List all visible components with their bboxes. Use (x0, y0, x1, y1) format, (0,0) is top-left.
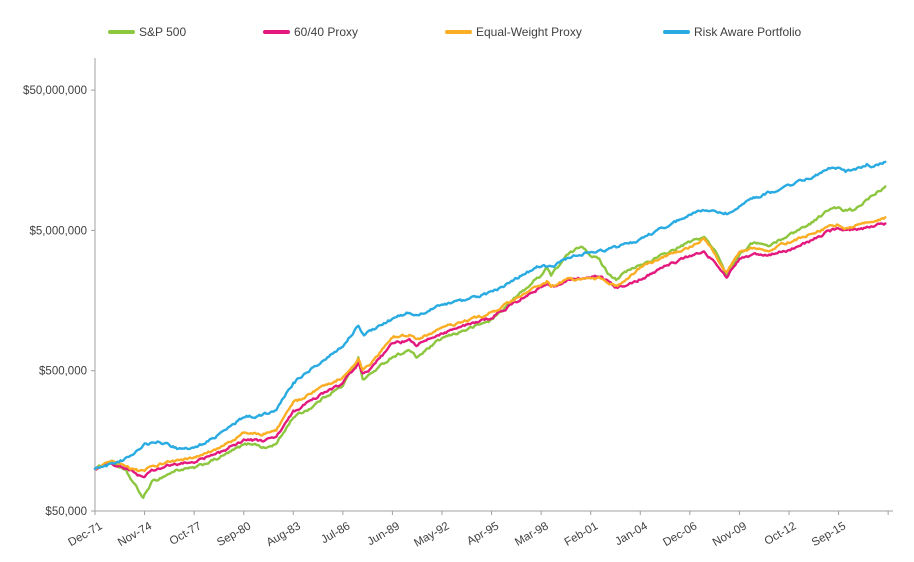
y-tick-label: $5,000,000 (29, 225, 87, 237)
legend-item-sp500: S&P 500 (108, 24, 186, 40)
legend-label-sp500: S&P 500 (139, 25, 187, 39)
series-line-equal-weight-proxy (93, 216, 887, 473)
x-tick-label: Sep-80 (215, 520, 253, 549)
y-tick-label: $500,000 (39, 366, 87, 378)
equal-wt-line-swatch (445, 30, 472, 34)
x-tick-label: Apr-95 (465, 520, 501, 548)
x-tick-label: Nov-74 (116, 520, 155, 549)
60-40-line-swatch (263, 30, 290, 34)
x-tick-label: Aug-83 (265, 520, 303, 549)
y-tick-label: $50,000,000 (23, 85, 87, 97)
risk-aware-line-swatch (663, 30, 690, 34)
x-tick-label: Dec-06 (661, 520, 699, 549)
x-tick-label: Mar-98 (513, 520, 551, 549)
legend-item-risk-aware: Risk Aware Portfolio (663, 24, 801, 40)
x-tick-label: Oct-12 (763, 520, 799, 548)
x-tick-label: Jun-89 (365, 520, 401, 548)
x-tick-label: Oct-77 (168, 520, 204, 548)
legend-label-60-40: 60/40 Proxy (294, 25, 359, 39)
series-line-60-40-proxy (93, 222, 887, 479)
series-line-s-p-500 (93, 185, 887, 499)
series-line-risk-aware-portfolio (93, 160, 887, 470)
sp500-line-swatch (108, 30, 135, 34)
x-tick-label: May-92 (412, 520, 451, 550)
legend-label-equal-wt: Equal-Weight Proxy (476, 25, 582, 39)
y-tick-label: $50,000 (45, 506, 87, 518)
legend-item-60-40: 60/40 Proxy (263, 24, 358, 40)
x-tick-label: Feb-01 (563, 520, 601, 549)
x-tick-label: Jan-04 (613, 520, 650, 548)
legend-label-risk-aware: Risk Aware Portfolio (694, 25, 802, 39)
x-tick-label: Nov-09 (711, 520, 749, 549)
legend: S&P 500 60/40 Proxy Equal-Weight Proxy R… (0, 24, 914, 40)
x-tick-label: Jul-86 (319, 520, 352, 546)
x-tick-label: Sep-15 (810, 520, 848, 549)
legend-item-equal-wt: Equal-Weight Proxy (445, 24, 582, 40)
x-tick-label: Dec-71 (66, 520, 104, 549)
